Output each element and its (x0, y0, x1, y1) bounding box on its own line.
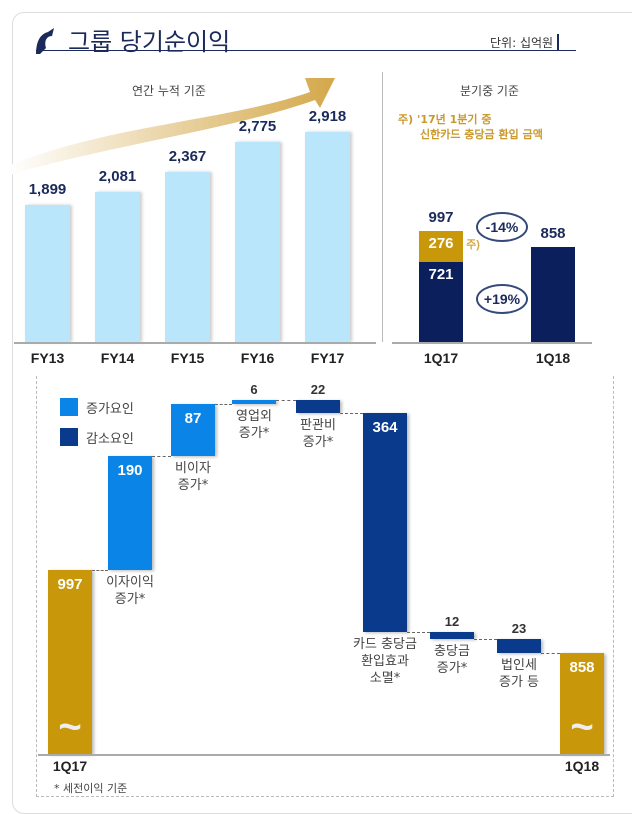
note-line: 주) '17년 1분기 중 (398, 113, 492, 126)
waterfall-bar (232, 400, 276, 404)
waterfall-step-label: 이자이익 증가* (106, 575, 154, 607)
legend-decrease-swatch (60, 428, 78, 446)
connector-line (541, 652, 560, 654)
annual-value-label: 2,775 (238, 118, 277, 136)
quarter-bar-segment (419, 231, 463, 262)
annual-value-label: 2,081 (98, 168, 137, 186)
waterfall-step-label: 비이자 증가* (175, 461, 211, 493)
quarter-segment-label: 276 (428, 235, 454, 253)
quarter-total-label: 858 (540, 224, 566, 242)
waterfall-bar (497, 639, 541, 653)
annual-value-label: 1,899 (28, 181, 67, 199)
waterfall-value-label: 87 (184, 409, 202, 427)
waterfall-step-label: 카드 충당금 환입효과 소멸* (353, 636, 417, 686)
divider (382, 72, 383, 342)
note-marker: 주) (466, 239, 480, 251)
waterfall-value-label: 858 (569, 659, 595, 677)
annual-bar (305, 131, 350, 342)
waterfall-category-label: 1Q17 (52, 758, 88, 774)
annual-bar (95, 192, 140, 342)
quarter-bar-segment (419, 261, 463, 342)
title-underline (36, 50, 576, 51)
waterfall-value-label: 364 (372, 419, 398, 437)
annual-bar (165, 171, 210, 342)
quarter-chart-title: 분기중 기준 (460, 84, 520, 98)
connector-line (340, 413, 363, 415)
connector-line (474, 639, 497, 640)
annual-chart-title: 연간 누적 기준 (132, 84, 206, 98)
annual-category-label: FY14 (100, 350, 135, 366)
waterfall-step-label: 충당금 증가* (434, 644, 470, 676)
waterfall-bar (430, 631, 474, 639)
quarter-total-label: 997 (428, 209, 454, 227)
quarter-segment-label: 721 (428, 265, 454, 283)
quarter-axis (392, 342, 592, 344)
growth-arrow-icon (10, 78, 335, 175)
annual-category-label: FY15 (170, 350, 205, 366)
annual-category-label: FY17 (310, 350, 345, 366)
connector-line (215, 403, 232, 405)
waterfall-value-label: 12 (444, 613, 460, 629)
footnote: * 세전이익 기준 (54, 782, 128, 795)
waterfall-value-label: 6 (250, 382, 258, 398)
legend-increase-swatch (60, 398, 78, 416)
page-title: 그룹 당기순이익 (68, 28, 231, 56)
waterfall-bar (48, 570, 92, 754)
waterfall-category-label: 1Q18 (564, 758, 600, 774)
annual-axis (14, 342, 376, 344)
annual-bar (235, 142, 280, 342)
waterfall-bar (560, 653, 604, 754)
waterfall-axis (38, 754, 610, 756)
connector-line (152, 456, 171, 457)
waterfall-step-label: 영업외 증가* (236, 408, 272, 441)
waterfall-value-label: 23 (511, 621, 527, 636)
waterfall-step-label: 판관비 증가* (300, 418, 336, 451)
waterfall-value-label: 22 (310, 382, 326, 398)
legend-increase: 증가요인 (86, 402, 134, 417)
waterfall-bar (171, 403, 215, 456)
annual-value-label: 2,918 (308, 107, 347, 125)
annual-category-label: FY13 (30, 350, 65, 366)
legend-decrease: 감소요인 (86, 432, 134, 447)
waterfall-bar (108, 456, 152, 570)
annual-bar (25, 205, 70, 342)
note-line: 신한카드 충당금 환입 금액 (420, 128, 543, 141)
break-mark-icon: ~ (58, 705, 82, 749)
waterfall-value-label: 997 (57, 576, 83, 593)
waterfall-frame (36, 376, 614, 797)
connector-line (92, 570, 108, 571)
break-mark-icon: ~ (570, 705, 594, 749)
waterfall-bar (363, 413, 407, 632)
quarter-category-label: 1Q18 (535, 350, 571, 366)
waterfall-value-label: 190 (117, 462, 143, 479)
change-pill: +19% (476, 284, 528, 314)
change-pill: -14% (476, 212, 528, 242)
waterfall-step-label: 법인세 증가 등 (498, 657, 539, 690)
unit-label: 단위: 십억원 (490, 34, 560, 51)
logo-icon (36, 28, 54, 54)
annual-value-label: 2,367 (168, 147, 207, 165)
waterfall-bar (296, 400, 340, 414)
annual-category-label: FY16 (240, 350, 275, 366)
connector-line (276, 400, 296, 402)
connector-line (407, 631, 430, 633)
quarter-bar-segment (531, 246, 575, 342)
quarter-category-label: 1Q17 (423, 350, 459, 366)
